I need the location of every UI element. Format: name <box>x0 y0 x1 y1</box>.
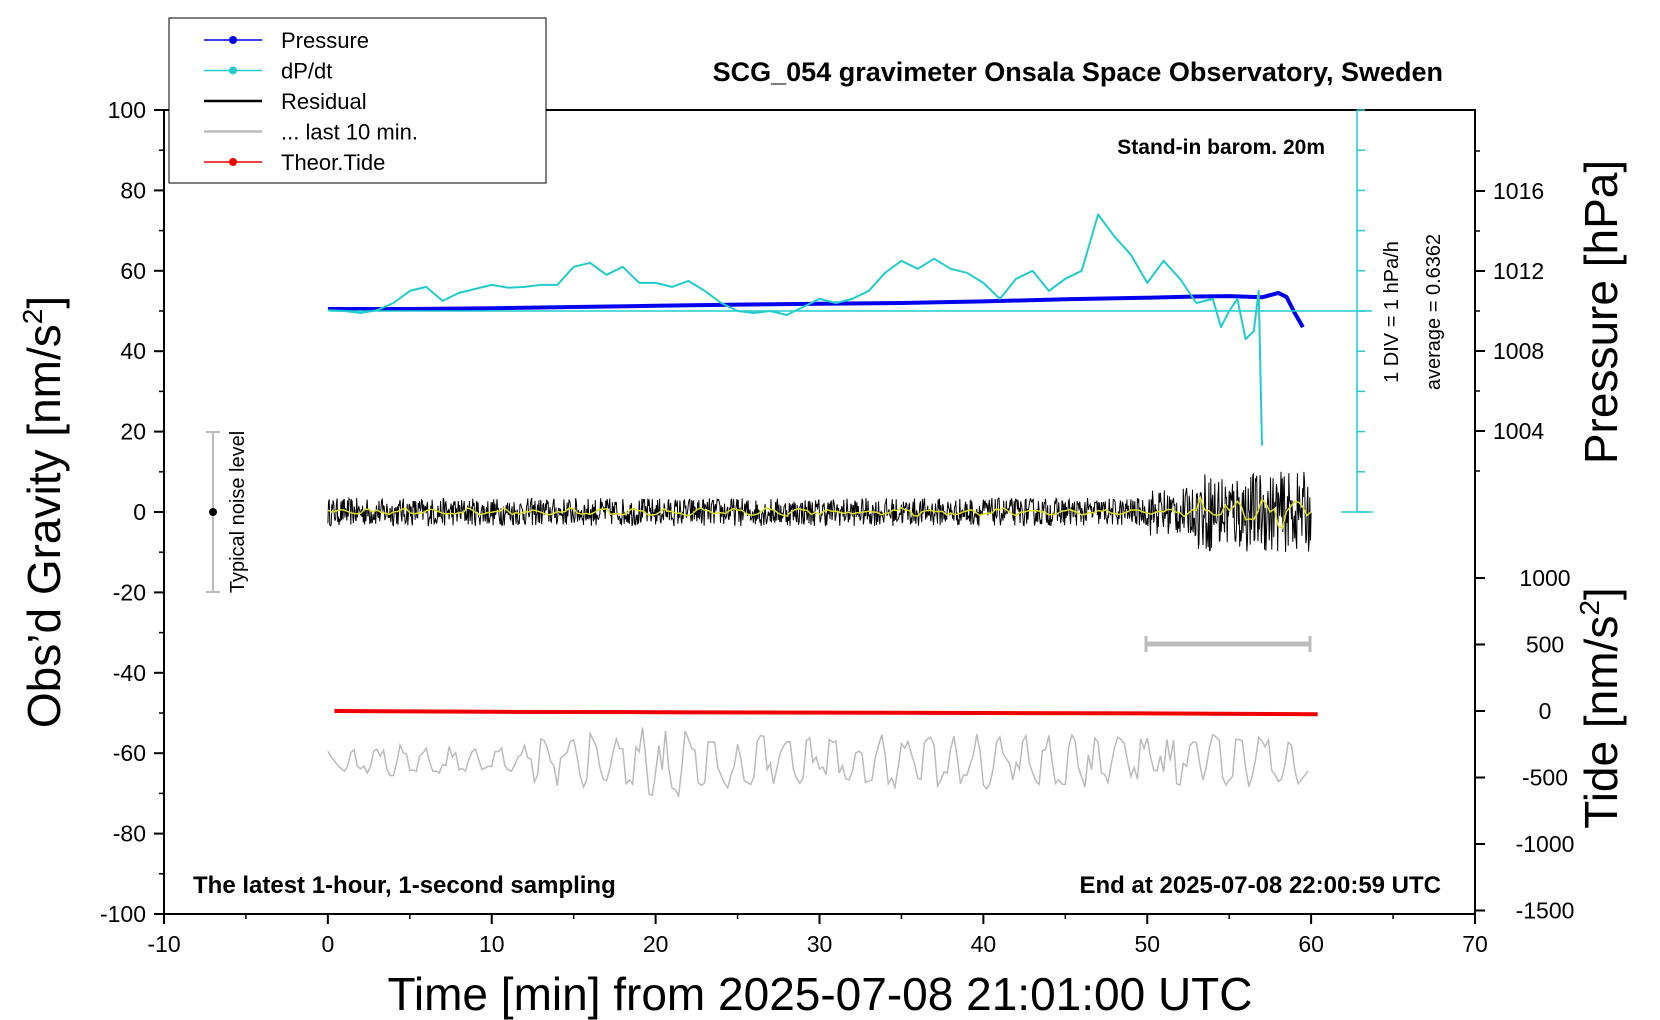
chart-subtitle: Stand-in barom. 20m <box>1117 136 1325 159</box>
x-tick-label: 50 <box>1134 931 1160 957</box>
legend-label: ... last 10 min. <box>281 120 418 145</box>
annotation-bottom-left: The latest 1-hour, 1-second sampling <box>193 872 616 899</box>
y-tick-label: 40 <box>120 338 146 364</box>
x-tick-label: 30 <box>807 931 833 957</box>
y-tick-label: 60 <box>120 258 146 284</box>
series-line-theor-tide <box>334 709 1318 717</box>
pressure-tick-label: 1016 <box>1493 178 1544 204</box>
series-line-pressure <box>327 290 1305 329</box>
y-tick-label: -40 <box>113 660 146 686</box>
y-tick-label: 20 <box>120 419 146 445</box>
tide-axis-label-sup: 2 <box>1574 600 1605 616</box>
pressure-axis-label: Pressure [hPa] <box>1575 160 1627 464</box>
series-line-residual <box>327 471 1312 553</box>
legend-label: Theor.Tide <box>281 150 385 175</box>
x-tick-label: 70 <box>1462 931 1488 957</box>
tide-tick-label: 1000 <box>1519 565 1570 591</box>
tide-tick-label: 0 <box>1539 698 1552 724</box>
y-axis-label-sup: 2 <box>17 309 48 325</box>
series-line-dp-dt <box>327 213 1263 446</box>
x-tick-label: 60 <box>1298 931 1324 957</box>
pressure-axis-ticks: 1016 1012 1008 1004 <box>1475 150 1544 472</box>
y-axis-label: Obs’d Gravity [nm/s2] <box>17 296 70 728</box>
tide-axis-ticks: 1000 500 0 -500 -1000 -1500 <box>1475 565 1574 924</box>
y-tick-label: -20 <box>113 579 146 605</box>
legend-marker <box>229 36 237 44</box>
tide-tick-label: 500 <box>1526 632 1564 658</box>
legend-entries: Pressure dP/dt Residual ... last 10 min. The… <box>204 28 418 175</box>
noise-label: Typical noise level <box>227 431 249 593</box>
y-tick-label: 0 <box>133 499 146 525</box>
x-tick-label: 0 <box>321 931 334 957</box>
x-tick-label: 10 <box>479 931 505 957</box>
series-layer <box>327 213 1318 799</box>
pressure-tick-label: 1004 <box>1493 418 1544 444</box>
y-tick-label: 100 <box>108 97 146 123</box>
tide-tick-label: -1500 <box>1516 898 1575 924</box>
noise-indicator <box>206 431 220 593</box>
tide-tick-label: -1000 <box>1516 831 1575 857</box>
tide-axis-label-end: ] <box>1575 587 1627 600</box>
legend-label: Residual <box>281 89 367 114</box>
legend-label: Pressure <box>281 28 369 53</box>
x-axis-ticks: -10 0 10 20 30 40 50 60 70 <box>147 914 1488 957</box>
dpdt-average-label: average = 0.6362 <box>1423 234 1445 390</box>
pressure-tick-label: 1008 <box>1493 338 1544 364</box>
y-axis-label-main: Obs’d Gravity [nm/s <box>18 324 70 728</box>
y-tick-label: 80 <box>120 177 146 203</box>
legend-marker <box>229 66 237 75</box>
y-tick-label: -100 <box>100 901 146 927</box>
x-tick-label: 40 <box>971 931 997 957</box>
chart-title: SCG_054 gravimeter Onsala Space Observat… <box>713 57 1443 87</box>
legend-marker <box>229 158 237 166</box>
x-tick-label: -10 <box>147 931 180 957</box>
series-line-residual-smoothed <box>327 495 1312 530</box>
y-tick-label: -60 <box>113 740 146 766</box>
y-tick-label: -80 <box>113 821 146 847</box>
tide-axis-label: Tide [nm/s2] <box>1574 587 1627 828</box>
annotation-bottom-right: End at 2025-07-08 22:00:59 UTC <box>1080 872 1442 899</box>
y-axis-label-end: ] <box>18 296 70 309</box>
x-tick-label: 20 <box>643 931 669 957</box>
pressure-tick-label: 1012 <box>1493 258 1544 284</box>
series-line-last-10-min <box>327 727 1309 799</box>
last-10-min-bracket <box>1144 636 1312 652</box>
dpdt-scale-label: 1 DIV = 1 hPa/h <box>1381 241 1403 383</box>
tide-tick-label: -500 <box>1522 765 1568 791</box>
x-axis-label: Time [min] from 2025-07-08 21:01:00 UTC <box>388 968 1253 1020</box>
tide-axis-label-main: Tide [nm/s <box>1575 616 1627 829</box>
legend-label: dP/dt <box>281 59 332 84</box>
legend: Pressure dP/dt Residual ... last 10 min. The… <box>168 17 547 184</box>
y-axis-ticks: 100 80 60 40 20 0 -20 -40 -60 -80 -100 <box>100 97 164 927</box>
